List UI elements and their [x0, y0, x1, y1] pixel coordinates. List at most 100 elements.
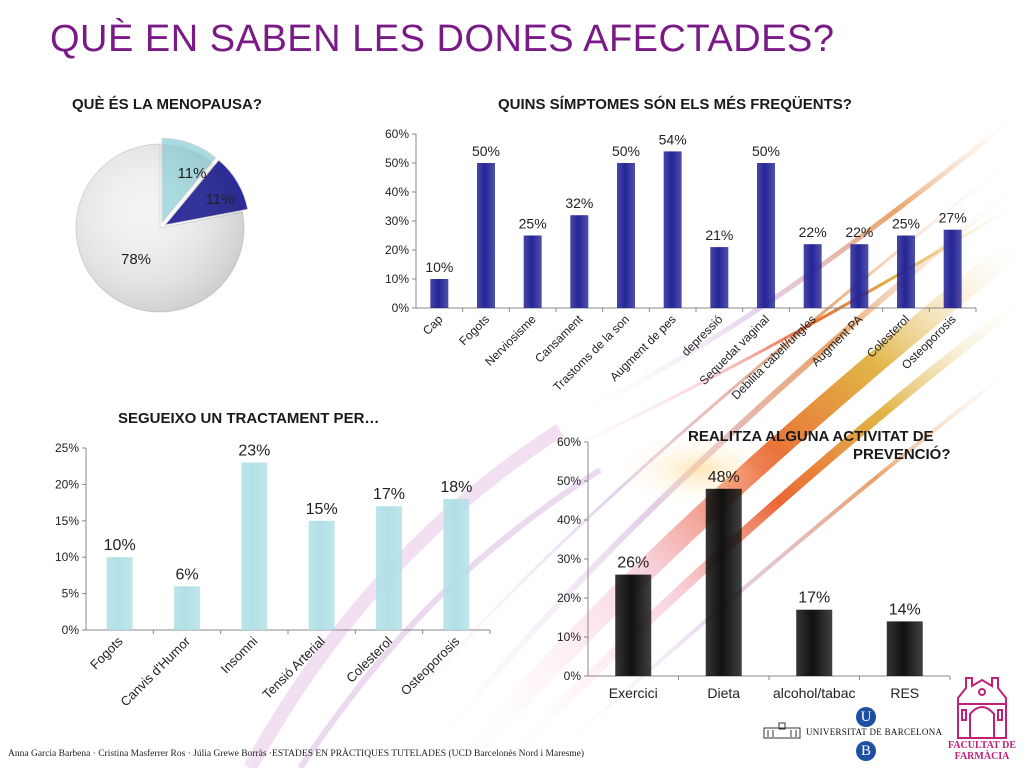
treatment-category-label-4: Tensió Arterial — [259, 633, 327, 701]
symptoms-bar-12 — [943, 229, 962, 308]
ub-letter-u: U — [856, 707, 876, 727]
prevention-ytick-label: 20% — [557, 591, 581, 605]
symptoms-bar-5 — [617, 163, 635, 308]
symptoms-category-label-2: Fogots — [456, 312, 492, 348]
symptoms-ytick-label: 40% — [385, 185, 409, 199]
prevention-value-label-1: 26% — [617, 555, 649, 572]
symptoms-category-label-7: depressió — [679, 312, 726, 359]
symptoms-value-label-5: 50% — [612, 143, 640, 159]
prevention-bar-chart: 0% 10% 20% 30% 40% 50% 60% 26% Exercici 48% Dieta 1… — [557, 435, 951, 701]
treatment-ytick-label: 25% — [55, 441, 79, 455]
prevention-value-label-4: 14% — [889, 601, 921, 618]
symptoms-bar-chart: 0% 10% 20% 30% 40% 50% 60% 10% Cap 50% Fogots 25% Ne… — [385, 127, 977, 402]
faculty-name: FACULTAT DE FARMÀCIA — [942, 740, 1022, 762]
treatment-bar-chart: 0% 5% 10% 15% 20% 25% 10% Fogots 6% Canvis d'Humo… — [55, 441, 491, 709]
symptoms-chart-title: QUINS SÍMPTOMES SÓN ELS MÉS FREQÜENTS? — [498, 96, 852, 113]
symptoms-bar-9 — [803, 244, 822, 308]
prevention-chart-title-line1: REALITZA ALGUNA ACTIVITAT DE — [688, 428, 934, 445]
symptoms-bar-1 — [430, 279, 449, 308]
pie-label-1: 11% — [178, 165, 207, 182]
prevention-bar-1 — [615, 574, 652, 676]
treatment-ytick-label: 0% — [62, 623, 80, 637]
symptoms-value-label-10: 22% — [845, 224, 873, 240]
pie-label-3: 78% — [121, 251, 151, 268]
symptoms-value-label-4: 32% — [565, 195, 593, 211]
treatment-bar-4 — [308, 520, 335, 630]
prevention-value-label-2: 48% — [708, 469, 740, 486]
treatment-value-label-4: 15% — [306, 501, 338, 518]
treatment-ytick-label: 20% — [55, 477, 79, 491]
treatment-value-label-1: 10% — [104, 537, 136, 554]
symptoms-value-label-2: 50% — [472, 143, 500, 159]
symptoms-bar-2 — [477, 163, 495, 308]
symptoms-bar-4 — [570, 215, 589, 308]
prevention-ytick-label: 10% — [557, 630, 581, 644]
prevention-ytick-label: 50% — [557, 474, 581, 488]
symptoms-category-label-11: Colesterol — [864, 312, 912, 360]
prevention-bar-3 — [796, 609, 833, 676]
symptoms-category-label-3: Nerviosisme — [482, 312, 539, 369]
symptoms-value-label-12: 27% — [939, 210, 967, 226]
prevention-ytick-label: 60% — [557, 435, 581, 449]
symptoms-ytick-label: 0% — [392, 301, 410, 315]
symptoms-ytick-label: 60% — [385, 127, 409, 141]
symptoms-value-label-3: 25% — [519, 216, 547, 232]
pie-chart: 11% 11% 78% — [75, 137, 249, 313]
faculty-building-logo — [957, 677, 1007, 739]
prevention-value-label-3: 17% — [798, 590, 830, 607]
symptoms-value-label-9: 22% — [799, 224, 827, 240]
treatment-value-label-6: 18% — [440, 479, 472, 496]
symptoms-bar-10 — [850, 244, 869, 308]
treatment-category-label-3: Insomni — [218, 633, 261, 676]
treatment-category-label-2: Canvis d'Humor — [117, 633, 193, 709]
treatment-ytick-label: 10% — [55, 550, 79, 564]
slide-title: QUÈ EN SABEN LES DONES AFECTADES? — [50, 18, 835, 60]
symptoms-bar-11 — [897, 235, 915, 308]
prevention-ytick-label: 30% — [557, 552, 581, 566]
university-name: UNIVERSITAT DE BARCELONA — [806, 727, 943, 737]
symptoms-value-label-11: 25% — [892, 216, 920, 232]
treatment-bar-2 — [174, 586, 200, 630]
symptoms-ytick-label: 50% — [385, 156, 409, 170]
prevention-category-label-2: Dieta — [707, 685, 740, 701]
symptoms-value-label-6: 54% — [659, 131, 687, 147]
prevention-ytick-label: 0% — [564, 669, 582, 683]
symptoms-value-label-7: 21% — [705, 227, 733, 243]
treatment-value-label-3: 23% — [238, 443, 270, 460]
faculty-name-line2: FARMÀCIA — [954, 751, 1010, 762]
symptoms-bar-7 — [710, 247, 729, 308]
prevention-ytick-label: 40% — [557, 513, 581, 527]
treatment-value-label-5: 17% — [373, 486, 405, 503]
treatment-value-label-2: 6% — [175, 566, 198, 583]
prevention-chart-title-line2: PREVENCIÓ? — [853, 446, 951, 463]
prevention-category-label-1: Exercici — [609, 685, 658, 701]
ub-letter-b: B — [856, 741, 876, 761]
symptoms-bar-6 — [663, 151, 682, 308]
symptoms-bar-3 — [523, 235, 542, 308]
treatment-chart-title: SEGUEIXO UN TRACTAMENT PER… — [118, 410, 380, 427]
treatment-ytick-label: 15% — [55, 514, 79, 528]
symptoms-bar-8 — [757, 163, 775, 308]
treatment-bar-3 — [241, 462, 268, 630]
treatment-bar-6 — [443, 498, 470, 630]
faculty-name-line1: FACULTAT DE — [947, 740, 1017, 751]
treatment-ytick-label: 5% — [62, 587, 80, 601]
footer-credits: Anna Garcia Barbena · Cristina Masferrer… — [8, 749, 585, 759]
prevention-bar-4 — [886, 621, 923, 676]
treatment-category-label-1: Fogots — [87, 633, 126, 672]
university-building-logo — [763, 722, 801, 739]
symptoms-category-label-9: Debilita cabell/ungles — [729, 312, 819, 402]
prevention-category-label-3: alcohol/tabac — [773, 685, 856, 701]
treatment-category-label-5: Colesterol — [343, 633, 395, 685]
treatment-bar-5 — [376, 506, 402, 630]
pie-label-2: 11% — [206, 191, 235, 208]
prevention-category-label-4: RES — [890, 685, 919, 701]
symptoms-ytick-label: 20% — [385, 243, 409, 257]
symptoms-ytick-label: 30% — [385, 214, 409, 228]
symptoms-category-label-1: Cap — [420, 312, 446, 338]
treatment-bar-1 — [106, 557, 133, 630]
symptoms-ytick-label: 10% — [385, 272, 409, 286]
pie-chart-title: QUÈ ÉS LA MENOPAUSA? — [72, 96, 263, 113]
symptoms-value-label-8: 50% — [752, 143, 780, 159]
